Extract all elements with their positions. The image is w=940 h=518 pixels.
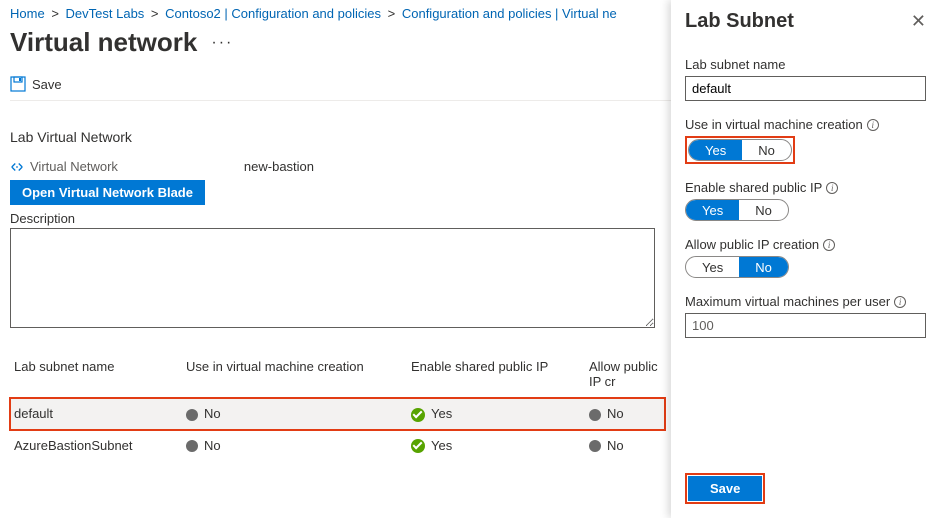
save-icon	[10, 76, 26, 92]
shared-ip-yes[interactable]: Yes	[686, 200, 739, 220]
breadcrumb-config[interactable]: Configuration and policies | Virtual ne	[402, 6, 617, 21]
save-button[interactable]: Save	[32, 77, 62, 92]
th-name: Lab subnet name	[14, 359, 186, 389]
subnet-table: Lab subnet name Use in virtual machine c…	[10, 351, 665, 461]
cell-name: AzureBastionSubnet	[14, 438, 186, 453]
more-button[interactable]: ···	[211, 34, 233, 52]
dot-icon	[186, 440, 198, 452]
section-title: Lab Virtual Network	[10, 129, 671, 145]
breadcrumb-sep: >	[151, 6, 159, 21]
shared-ip-label: Enable shared public IP	[685, 180, 822, 195]
allow-ip-label: Allow public IP creation	[685, 237, 819, 252]
use-vm-toggle[interactable]: Yes No	[688, 139, 792, 161]
cell-name: default	[14, 406, 186, 421]
shared-ip-no[interactable]: No	[739, 200, 788, 220]
use-vm-yes[interactable]: Yes	[689, 140, 742, 160]
subnet-name-label: Lab subnet name	[685, 57, 926, 72]
breadcrumb: Home > DevTest Labs > Contoso2 | Configu…	[10, 6, 671, 27]
subnet-name-input[interactable]	[685, 76, 926, 101]
max-vm-input[interactable]	[685, 313, 926, 338]
breadcrumb-sep: >	[51, 6, 59, 21]
description-textarea[interactable]	[10, 228, 655, 328]
allow-ip-no[interactable]: No	[739, 257, 788, 277]
use-vm-label: Use in virtual machine creation	[685, 117, 863, 132]
breadcrumb-contoso[interactable]: Contoso2 | Configuration and policies	[165, 6, 381, 21]
check-icon	[411, 408, 425, 422]
open-vnet-blade-button[interactable]: Open Virtual Network Blade	[10, 180, 205, 205]
info-icon[interactable]: i	[894, 296, 906, 308]
close-icon[interactable]: ✕	[911, 11, 926, 32]
check-icon	[411, 439, 425, 453]
toolbar: Save	[10, 70, 671, 101]
dot-icon	[589, 409, 601, 421]
panel-save-button[interactable]: Save	[688, 476, 762, 501]
breadcrumb-home[interactable]: Home	[10, 6, 45, 21]
breadcrumb-devtest[interactable]: DevTest Labs	[66, 6, 145, 21]
table-row[interactable]: defaultNoYesNo	[10, 398, 665, 430]
use-vm-no[interactable]: No	[742, 140, 791, 160]
info-icon[interactable]: i	[823, 239, 835, 251]
allow-ip-yes[interactable]: Yes	[686, 257, 739, 277]
info-icon[interactable]: i	[867, 119, 879, 131]
shared-ip-toggle[interactable]: Yes No	[685, 199, 789, 221]
max-vm-label: Maximum virtual machines per user	[685, 294, 890, 309]
vnet-icon	[10, 160, 24, 174]
page-title: Virtual network	[10, 27, 197, 58]
th-use-vm: Use in virtual machine creation	[186, 359, 411, 389]
table-row[interactable]: AzureBastionSubnetNoYesNo	[10, 430, 665, 462]
lab-subnet-panel: Lab Subnet ✕ Lab subnet name Use in virt…	[671, 0, 940, 518]
panel-title: Lab Subnet	[685, 10, 794, 33]
description-label: Description	[10, 211, 671, 226]
dot-icon	[589, 440, 601, 452]
th-shared-ip: Enable shared public IP	[411, 359, 589, 389]
info-icon[interactable]: i	[826, 182, 838, 194]
vnet-value: new-bastion	[244, 159, 314, 174]
allow-ip-toggle[interactable]: Yes No	[685, 256, 789, 278]
vnet-label: Virtual Network	[30, 159, 118, 174]
th-allow-ip: Allow public IP cr	[589, 359, 661, 389]
breadcrumb-sep: >	[388, 6, 396, 21]
dot-icon	[186, 409, 198, 421]
